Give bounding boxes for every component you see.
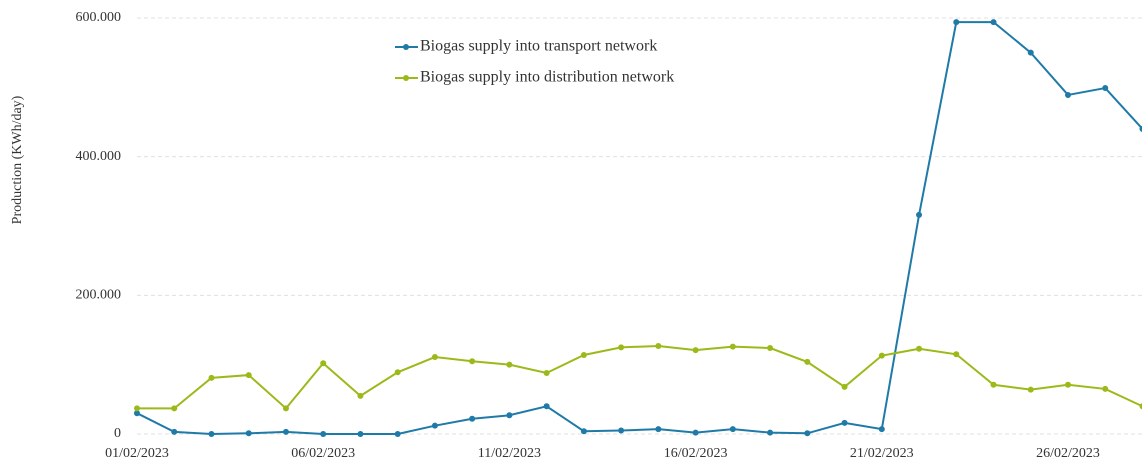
data-point bbox=[357, 431, 364, 437]
data-point bbox=[320, 360, 327, 367]
data-point bbox=[245, 372, 252, 379]
data-point bbox=[431, 354, 438, 361]
data-point bbox=[1139, 125, 1142, 132]
data-point bbox=[506, 412, 513, 419]
data-point bbox=[431, 422, 438, 429]
data-point bbox=[1139, 403, 1142, 410]
data-point bbox=[1065, 381, 1071, 388]
y-tick-label: 600.000 bbox=[76, 10, 122, 25]
data-point bbox=[953, 19, 960, 26]
data-point bbox=[692, 347, 699, 354]
data-point bbox=[767, 345, 774, 352]
x-tick-label: 11/02/2023 bbox=[478, 446, 541, 461]
legend-label: Biogas supply into transport network bbox=[420, 38, 657, 55]
y-tick-label: 0 bbox=[114, 426, 121, 441]
data-point bbox=[953, 351, 960, 358]
data-point bbox=[1027, 386, 1034, 393]
data-point bbox=[320, 431, 327, 437]
x-tick-label: 21/02/2023 bbox=[850, 446, 914, 461]
data-point bbox=[245, 430, 252, 437]
data-point bbox=[134, 410, 140, 417]
data-point bbox=[841, 383, 848, 390]
data-point bbox=[767, 429, 774, 436]
data-point bbox=[580, 351, 587, 358]
data-point bbox=[692, 429, 699, 436]
data-point bbox=[655, 426, 662, 433]
data-point bbox=[580, 428, 587, 435]
data-point bbox=[804, 358, 811, 365]
data-point bbox=[469, 358, 476, 365]
data-point bbox=[543, 403, 550, 410]
data-point bbox=[134, 405, 140, 412]
data-point bbox=[171, 405, 178, 412]
data-point bbox=[618, 427, 625, 434]
x-tick-label: 26/02/2023 bbox=[1036, 446, 1100, 461]
data-point bbox=[655, 342, 662, 349]
data-point bbox=[916, 211, 923, 218]
data-point bbox=[1102, 85, 1109, 92]
data-point bbox=[357, 392, 364, 399]
x-tick-label: 06/02/2023 bbox=[291, 446, 355, 461]
data-point bbox=[990, 381, 997, 388]
series-line bbox=[137, 344, 1142, 410]
data-point bbox=[916, 345, 923, 352]
data-point bbox=[208, 374, 215, 381]
data-point bbox=[208, 431, 215, 437]
data-point bbox=[506, 361, 513, 368]
data-point bbox=[282, 405, 289, 412]
data-point bbox=[469, 415, 476, 422]
data-point bbox=[878, 352, 885, 359]
data-point bbox=[841, 419, 848, 426]
y-axis-label: Production (KWh/day) bbox=[10, 95, 25, 224]
data-point bbox=[1027, 49, 1034, 56]
x-tick-label: 16/02/2023 bbox=[664, 446, 728, 461]
data-point bbox=[878, 426, 885, 433]
data-point bbox=[618, 344, 625, 351]
data-point bbox=[1102, 385, 1109, 392]
data-point bbox=[394, 431, 401, 437]
legend-marker bbox=[403, 75, 409, 81]
legend-label: Biogas supply into distribution network bbox=[420, 69, 674, 86]
data-point bbox=[1065, 91, 1071, 98]
data-point bbox=[729, 343, 736, 350]
data-point bbox=[543, 369, 550, 376]
data-point bbox=[282, 428, 289, 435]
y-tick-label: 200.000 bbox=[76, 288, 122, 303]
data-point bbox=[990, 19, 997, 26]
x-tick-label: 01/02/2023 bbox=[105, 446, 169, 461]
data-point bbox=[804, 430, 811, 437]
data-point bbox=[394, 369, 401, 376]
data-point bbox=[171, 428, 178, 435]
y-tick-label: 400.000 bbox=[76, 149, 122, 164]
data-point bbox=[729, 426, 736, 433]
legend-marker bbox=[403, 44, 409, 50]
series-line bbox=[136, 21, 1142, 436]
